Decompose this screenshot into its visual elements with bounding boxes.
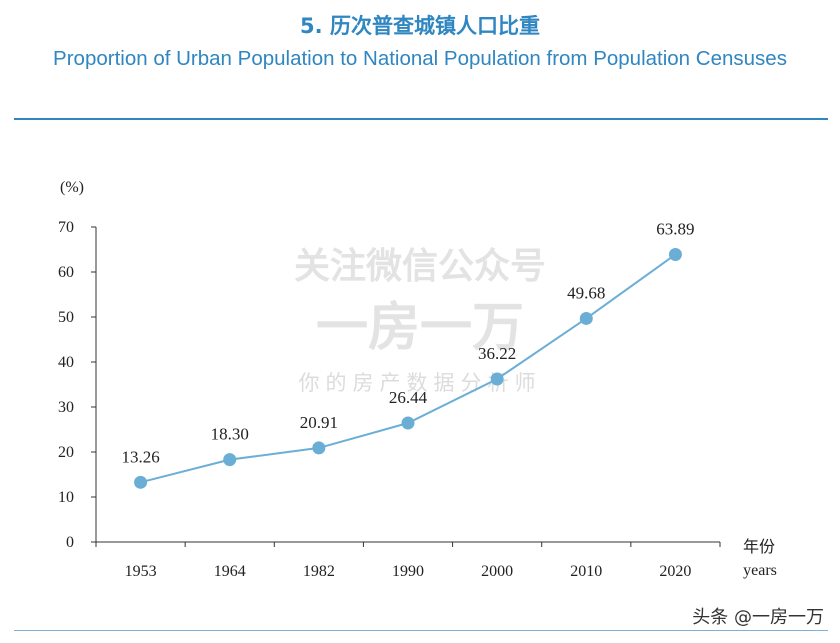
x-tick-label: 2010 bbox=[570, 563, 602, 580]
watermark-line1: 关注微信公众号 bbox=[294, 246, 546, 287]
data-label: 26.44 bbox=[389, 388, 428, 407]
y-tick-label: 10 bbox=[58, 489, 74, 506]
data-label: 18.30 bbox=[211, 425, 249, 444]
data-point bbox=[668, 247, 682, 261]
top-divider bbox=[14, 118, 828, 120]
x-tick-label: 2000 bbox=[481, 563, 513, 580]
credit-text: 头条 @一房一万 bbox=[692, 607, 824, 628]
y-axis-unit: (%) bbox=[60, 179, 84, 196]
data-label: 36.22 bbox=[478, 344, 516, 363]
chart-title-chinese: 5. 历次普查城镇人口比重 bbox=[300, 14, 540, 38]
x-axis-label-cn: 年份 bbox=[743, 538, 775, 556]
data-point bbox=[312, 441, 326, 455]
data-point bbox=[579, 311, 593, 325]
x-tick-label: 1990 bbox=[392, 563, 424, 580]
y-tick-label: 30 bbox=[58, 399, 74, 416]
x-tick-label: 1953 bbox=[125, 563, 157, 580]
x-tick-label: 2020 bbox=[659, 563, 691, 580]
bottom-divider bbox=[14, 630, 828, 631]
data-label: 20.91 bbox=[300, 413, 338, 432]
y-tick-label: 60 bbox=[58, 264, 74, 281]
y-tick-label: 50 bbox=[58, 309, 74, 326]
chart-title-english: Proportion of Urban Population to Nation… bbox=[53, 47, 787, 70]
data-point bbox=[134, 475, 148, 489]
x-tick-label: 1964 bbox=[214, 563, 246, 580]
data-labels: 13.26 18.30 20.91 26.44 36.22 49.68 63.89 bbox=[121, 219, 694, 466]
data-point bbox=[490, 372, 504, 386]
series bbox=[134, 247, 682, 489]
data-label: 49.68 bbox=[567, 283, 605, 302]
y-tick-label: 70 bbox=[58, 219, 74, 236]
y-tick-label: 20 bbox=[58, 444, 74, 461]
y-tick-label: 0 bbox=[66, 534, 74, 551]
axes bbox=[95, 227, 720, 543]
y-tick-label: 40 bbox=[58, 354, 74, 371]
ticks: 0 10 20 30 40 50 60 70 1953 1964 1982 1990 2000 2010 2… bbox=[58, 219, 721, 580]
data-point bbox=[223, 453, 237, 467]
data-label: 63.89 bbox=[656, 219, 694, 238]
x-axis-label-en: years bbox=[743, 562, 777, 579]
watermark-line2: 一房一万 bbox=[316, 298, 524, 358]
x-tick-label: 1982 bbox=[303, 563, 335, 580]
data-label: 13.26 bbox=[121, 447, 159, 466]
data-point bbox=[401, 416, 415, 430]
